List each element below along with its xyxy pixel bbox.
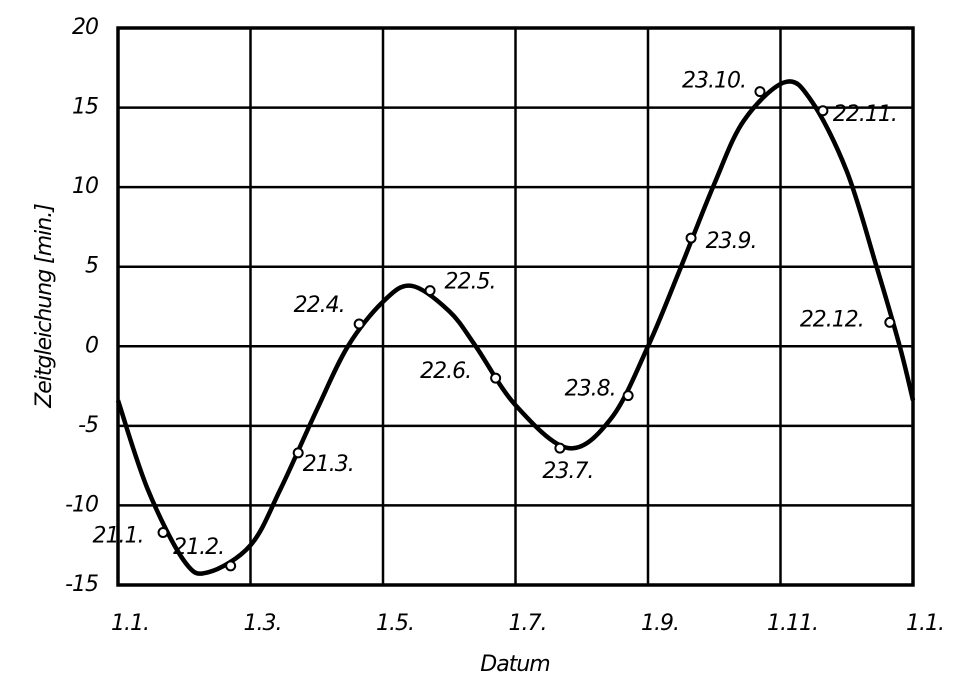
x-tick-label: 1.11. [767, 611, 818, 636]
point-label: 21.1. [93, 523, 144, 548]
y-tick-label: 10 [72, 174, 98, 199]
data-point [157, 526, 169, 538]
y-tick-label: -10 [65, 492, 98, 517]
point-label: 22.12. [800, 307, 864, 332]
point-label: 23.8. [565, 377, 616, 402]
point-label: 22.6. [420, 359, 471, 384]
y-tick-label: -15 [65, 572, 98, 597]
y-tick-label: 0 [85, 333, 98, 358]
data-point [292, 447, 304, 459]
point-label: 21.2. [173, 535, 224, 560]
x-tick-label: 1.3. [244, 611, 282, 636]
data-point [817, 105, 829, 117]
point-label: 23.7. [542, 459, 593, 484]
data-point [685, 232, 697, 244]
data-point [554, 442, 566, 454]
data-point [754, 86, 766, 98]
x-tick-label: 1.1. [111, 611, 149, 636]
data-point [622, 390, 634, 402]
y-tick-label: 5 [85, 254, 98, 279]
point-label: 22.4. [294, 293, 345, 318]
data-point [353, 318, 365, 330]
point-label: 23.10. [682, 69, 746, 94]
y-tick-label: 20 [72, 15, 98, 40]
data-point [225, 560, 237, 572]
x-tick-label: 1.1. [906, 611, 944, 636]
point-label: 23.9. [706, 229, 757, 254]
x-tick-label: 1.7. [509, 611, 547, 636]
x-tick-label: 1.9. [641, 611, 679, 636]
point-label: 22.5. [445, 270, 496, 295]
data-point [424, 285, 436, 297]
y-tick-label: 15 [72, 95, 98, 120]
x-axis-label: Datum [480, 652, 549, 677]
x-tick-label: 1.5. [376, 611, 414, 636]
point-label: 22.11. [833, 102, 897, 127]
point-label: 21.3. [303, 452, 354, 477]
y-axis-label: Zeitgleichung [min.] [32, 204, 57, 409]
plot-frame [116, 26, 915, 587]
y-tick-label: -5 [78, 413, 98, 438]
data-point [884, 316, 896, 328]
data-point [490, 372, 502, 384]
